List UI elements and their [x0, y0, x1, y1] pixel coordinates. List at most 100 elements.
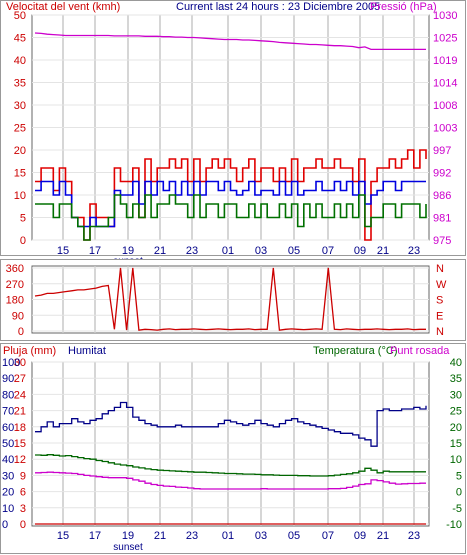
climate-xtick-label: 09 — [354, 530, 366, 542]
wind-ytick-label: 20 — [14, 145, 26, 157]
temperature-ytick-label: 30 — [450, 389, 462, 401]
direction-ytick-label: 0 — [18, 326, 24, 338]
direction-ytick-label: 180 — [6, 295, 24, 307]
wind-xtick-label: 21 — [154, 245, 166, 257]
humidity-ytick-label: 40 — [2, 454, 14, 466]
temperature-ytick-label: 35 — [450, 373, 462, 385]
wind-xtick-label: 21 — [377, 245, 389, 257]
rain-ytick-label: 24 — [14, 389, 26, 401]
temperature-ytick-label: 15 — [450, 438, 462, 450]
direction-ytick-label: 270 — [6, 279, 24, 291]
sunset-label-bottom: sunset — [113, 542, 143, 553]
pressure-ytick-label: 986 — [433, 190, 451, 202]
pressure-ytick-label: 992 — [433, 168, 451, 180]
humidity-ytick-label: 80 — [2, 389, 14, 401]
climate-xtick-label: 15 — [57, 530, 69, 542]
wind-axis-title: Velocitat del vent (kmh) — [6, 1, 120, 13]
wind-xtick-label: 23 — [408, 245, 420, 257]
wind-ytick-label: 30 — [14, 100, 26, 112]
temperature-ytick-label: 40 — [450, 357, 462, 369]
temperature-ytick-label: -10 — [446, 519, 462, 531]
climate-xtick-label: 07 — [322, 530, 334, 542]
direction-ytick-label: 360 — [6, 263, 24, 275]
humidity-ytick-label: 100 — [2, 357, 20, 369]
wind-xtick-label: 15 — [57, 245, 69, 257]
wind-ytick-label: 25 — [14, 123, 26, 135]
pressure-ytick-label: 1008 — [433, 100, 457, 112]
wind-ytick-label: 35 — [14, 78, 26, 90]
compass-ytick-label: N — [436, 326, 444, 338]
climate-xtick-label: 19 — [122, 530, 134, 542]
humidity-ytick-label: 90 — [2, 373, 14, 385]
temperature-ytick-label: 20 — [450, 422, 462, 434]
rain-ytick-label: 21 — [14, 406, 26, 418]
humidity-ytick-label: 30 — [2, 470, 14, 482]
temperature-ytick-label: 25 — [450, 406, 462, 418]
pressure-ytick-label: 981 — [433, 213, 451, 225]
rain-ytick-label: 27 — [14, 373, 26, 385]
climate-xtick-label: 03 — [255, 530, 267, 542]
pressure-ytick-label: 975 — [433, 235, 451, 247]
wind-ytick-label: 15 — [14, 168, 26, 180]
compass-ytick-label: S — [436, 295, 443, 307]
humidity-ytick-label: 50 — [2, 438, 14, 450]
climate-xtick-label: 17 — [89, 530, 101, 542]
series-pressure — [34, 32, 426, 51]
pressure-ytick-label: 1014 — [433, 78, 457, 90]
rain-axis-title: Pluja (mm) — [3, 345, 56, 357]
series-temperature — [35, 454, 426, 477]
wind-ytick-label: 5 — [20, 213, 26, 225]
climate-xtick-label: 21 — [154, 530, 166, 542]
chart-center-title: Current last 24 hours : 23 Diciembre 200… — [176, 1, 380, 13]
temperature-ytick-label: 5 — [456, 470, 462, 482]
pressure-axis-title: Pressió (hPa) — [370, 1, 437, 13]
rain-ytick-label: 0 — [20, 519, 26, 531]
wind-xtick-label: 23 — [186, 245, 198, 257]
climate-xtick-label: 23 — [186, 530, 198, 542]
wind-xtick-label: 03 — [255, 245, 267, 257]
rain-ytick-label: 12 — [14, 454, 26, 466]
wind-ytick-label: 0 — [20, 235, 26, 247]
temperature-ytick-label: -5 — [452, 503, 462, 515]
temperature-axis-title: Temperatura (°C) — [313, 345, 397, 357]
wind-xtick-label: 19 — [122, 245, 134, 257]
series-dewpoint — [35, 471, 426, 490]
wind-ytick-label: 40 — [14, 55, 26, 67]
compass-ytick-label: W — [436, 279, 447, 291]
rain-ytick-label: 9 — [20, 470, 26, 482]
humidity-ytick-label: 70 — [2, 406, 14, 418]
rain-ytick-label: 3 — [20, 503, 26, 515]
wind-ytick-label: 10 — [14, 190, 26, 202]
pressure-ytick-label: 1019 — [433, 55, 457, 67]
rain-hum-temp-plot-area — [31, 361, 430, 527]
humidity-ytick-label: 60 — [2, 422, 14, 434]
series-direction — [34, 267, 426, 331]
rain-ytick-label: 15 — [14, 438, 26, 450]
pressure-ytick-label: 1003 — [433, 123, 457, 135]
temperature-ytick-label: 0 — [456, 487, 462, 499]
dewpoint-axis-title: Punt rosada — [390, 345, 450, 357]
wind-xtick-label: 05 — [288, 245, 300, 257]
rain-ytick-label: 18 — [14, 422, 26, 434]
pressure-ytick-label: 1025 — [433, 33, 457, 45]
wind-ytick-label: 45 — [14, 33, 26, 45]
direction-ytick-label: 90 — [12, 310, 24, 322]
climate-xtick-label: 23 — [408, 530, 420, 542]
series-humidity — [35, 401, 427, 447]
pressure-ytick-label: 997 — [433, 145, 451, 157]
rain-ytick-label: 6 — [20, 487, 26, 499]
compass-ytick-label: N — [436, 263, 444, 275]
wind-xtick-label: 17 — [89, 245, 101, 257]
wind-xtick-label: 07 — [322, 245, 334, 257]
series-low — [35, 194, 427, 241]
humidity-ytick-label: 10 — [2, 503, 14, 515]
climate-xtick-label: 05 — [288, 530, 300, 542]
wind-xtick-label: 01 — [222, 245, 234, 257]
wind-xtick-label: 09 — [354, 245, 366, 257]
humidity-ytick-label: 0 — [2, 519, 8, 531]
climate-xtick-label: 01 — [222, 530, 234, 542]
wind-ytick-label: 50 — [14, 10, 26, 22]
temperature-ytick-label: 10 — [450, 454, 462, 466]
